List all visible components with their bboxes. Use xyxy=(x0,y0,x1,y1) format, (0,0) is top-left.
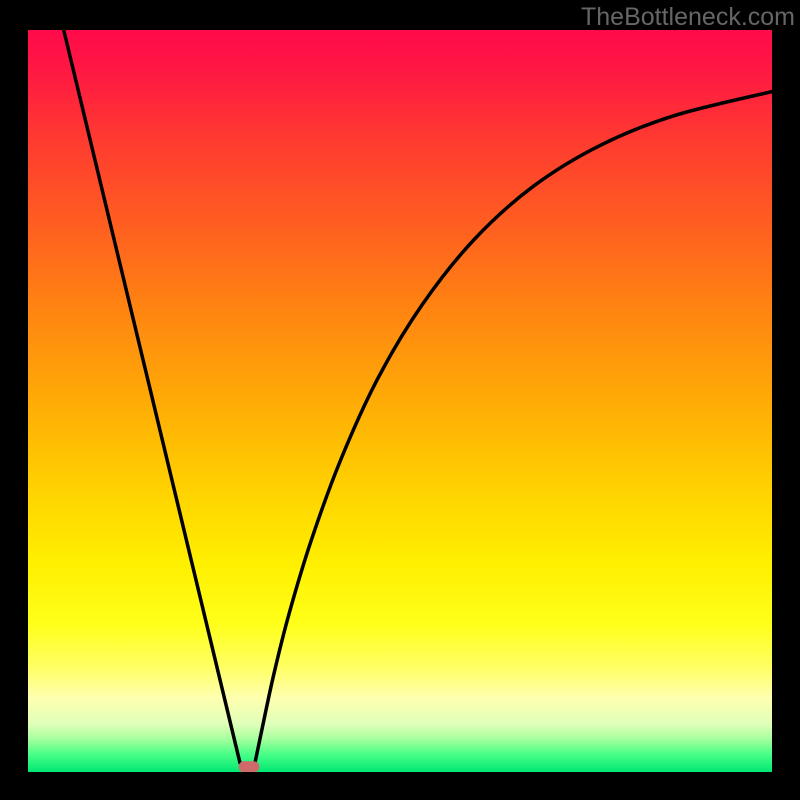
plot-area xyxy=(28,30,772,772)
bottleneck-marker xyxy=(239,761,260,772)
plot-svg xyxy=(28,30,772,772)
watermark-text: TheBottleneck.com xyxy=(581,3,795,32)
plot-background xyxy=(28,30,772,772)
